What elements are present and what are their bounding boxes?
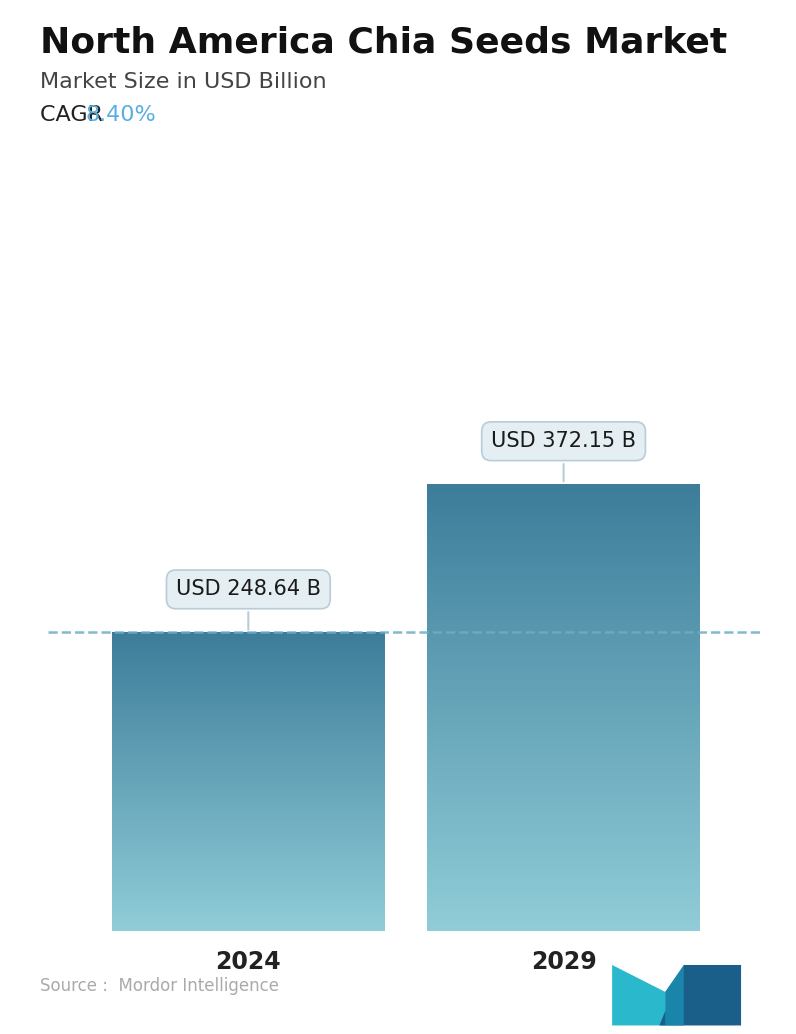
Polygon shape [612,965,665,1026]
Text: Market Size in USD Billion: Market Size in USD Billion [40,72,326,92]
Text: USD 372.15 B: USD 372.15 B [491,431,636,482]
Text: USD 248.64 B: USD 248.64 B [176,579,321,630]
Text: Source :  Mordor Intelligence: Source : Mordor Intelligence [40,977,279,995]
Text: CAGR: CAGR [40,105,110,125]
Text: North America Chia Seeds Market: North America Chia Seeds Market [40,26,727,60]
Polygon shape [659,965,741,1026]
Text: 8.40%: 8.40% [86,105,157,125]
Polygon shape [665,965,684,1026]
